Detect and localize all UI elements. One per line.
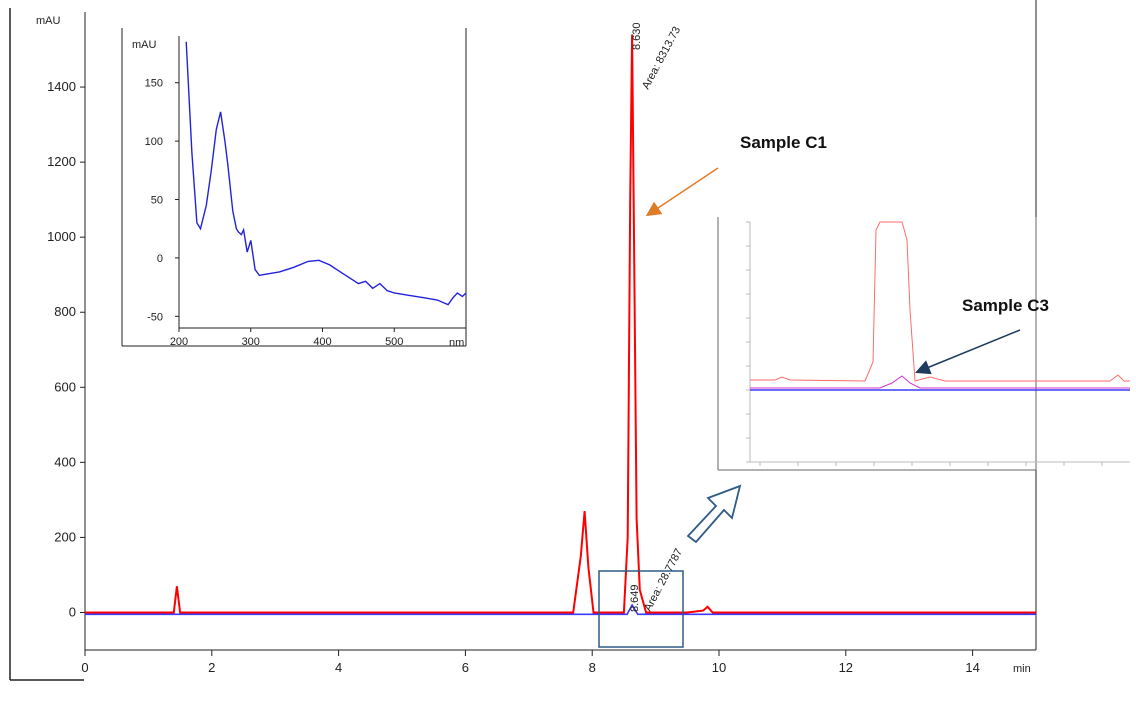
zoom-box [598, 570, 684, 648]
main-x-tick-label: 4 [335, 660, 342, 675]
spectrum-y-unit: mAU [132, 39, 157, 51]
main-y-unit: mAU [36, 15, 61, 27]
spectrum-y-tick-label: -50 [147, 311, 163, 323]
spectrum-x-tick-label: 400 [313, 336, 331, 348]
main-y-tick-label: 600 [54, 379, 76, 394]
main-x-tick-label: 10 [712, 660, 726, 675]
spectrum-y-tick-label: 50 [151, 195, 163, 207]
main-series-sample-c3 [85, 603, 1036, 616]
spectrum-y-tick-label: 0 [157, 253, 163, 265]
zoom-arrow-icon [686, 484, 742, 544]
spectrum-x-tick-label: 200 [170, 336, 188, 348]
peak-label-time-1: 8.630 [631, 22, 643, 50]
zoom-inset-background [718, 217, 1136, 470]
callout-arrow-c3 [915, 329, 1021, 375]
spectrum-series-line [185, 41, 467, 306]
callout-sample-c3: Sample C3 [962, 296, 1049, 315]
spectrum-x-tick-label: 500 [385, 336, 403, 348]
callout-arrow-c1 [645, 167, 719, 217]
zoom-series-sample-c1 [750, 221, 1130, 382]
main-y-tick-label: 200 [54, 529, 76, 544]
main-y-ticks: 0 200 400 600 800 1000 1200 1400 [47, 79, 85, 619]
main-x-tick-label: 12 [839, 660, 853, 675]
main-x-tick-label: 2 [208, 660, 215, 675]
spectrum-x-ticks: 200 300 400 500 [170, 328, 403, 348]
main-x-tick-label: 0 [81, 660, 88, 675]
main-y-tick-label: 1000 [47, 229, 76, 244]
main-y-tick-label: 0 [69, 604, 76, 619]
main-y-tick-label: 800 [54, 304, 76, 319]
peak-label-area-1: Area: 8313.73 [640, 25, 683, 92]
main-y-tick-label: 400 [54, 454, 76, 469]
main-series-group [85, 34, 1036, 616]
main-x-tick-label: 8 [589, 660, 596, 675]
main-y-tick-label: 1400 [47, 79, 76, 94]
main-x-tick-label: 6 [462, 660, 469, 675]
peak-label-area-2: Area: 28.7787 [642, 547, 685, 614]
spectrum-y-ticks: -50 0 50 100 150 [145, 78, 179, 323]
spectrum-y-tick-label: 150 [145, 78, 163, 90]
spectrum-series-group [185, 41, 467, 306]
zoom-inset-ticks [746, 221, 1103, 466]
spectrum-inset-background [104, 18, 466, 348]
main-y-tick-label: 1200 [47, 154, 76, 169]
main-series-sample-c1 [85, 34, 1036, 614]
peak-label-time-2: 8.649 [629, 584, 641, 612]
spectrum-x-tick-label: 300 [242, 336, 260, 348]
main-x-tick-label: 14 [965, 660, 979, 675]
zoom-series-sample-c3 [750, 375, 1130, 389]
main-x-ticks: 0 2 4 6 8 10 12 14 [81, 650, 980, 675]
callout-sample-c1: Sample C1 [740, 133, 827, 152]
spectrum-y-tick-label: 100 [145, 136, 163, 148]
spectrum-x-unit: nm [449, 337, 464, 349]
main-x-unit: min [1013, 663, 1031, 675]
